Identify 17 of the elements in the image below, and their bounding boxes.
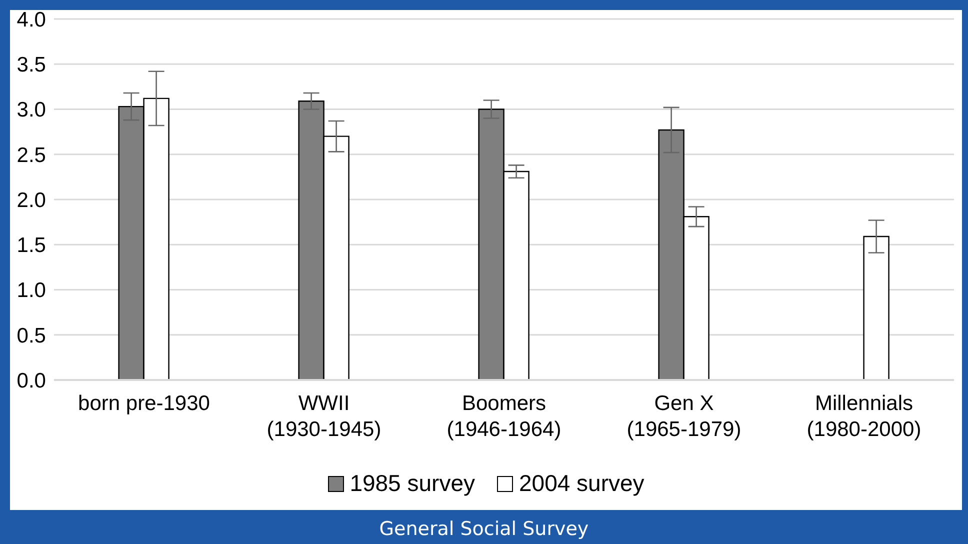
legend-label: 1985 survey: [348, 470, 475, 497]
y-tick-label: 4.0: [16, 8, 46, 32]
x-tick-label: born pre-1930: [78, 392, 210, 415]
x-tick-label: Boomers (1946-1964): [446, 392, 562, 441]
x-tick-label: Gen X (1965-1979): [626, 392, 742, 441]
y-tick-label: 1.5: [16, 234, 46, 258]
y-tick-label: 3.0: [16, 98, 46, 122]
text: General Social Survey: [378, 518, 590, 540]
y-tick-label: 3.5: [16, 54, 46, 77]
y-tick-label: 0.5: [16, 324, 46, 348]
x-tick-label: WWII (1930-1945): [266, 392, 382, 441]
y-tick-label: 0.0: [16, 369, 46, 392]
legend-label: 2004 survey: [518, 470, 644, 497]
y-tick-label: 1.0: [16, 279, 46, 302]
y-tick-label: 2.5: [16, 144, 46, 167]
y-tick-label: 2.0: [16, 188, 46, 212]
x-tick-label: Millennials (1980-2000): [806, 392, 922, 441]
